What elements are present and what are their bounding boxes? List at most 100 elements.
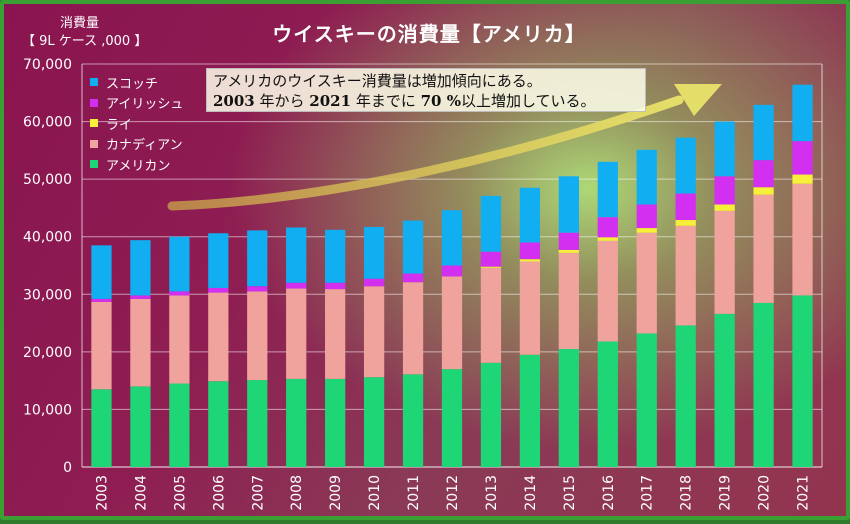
legend-item-rye: ライ <box>90 113 183 134</box>
bar-segment-rye <box>480 266 502 268</box>
bar-segment-american <box>208 381 229 467</box>
bar-segment-canadian <box>208 292 229 382</box>
y-tick-label: 30,000 <box>23 287 72 303</box>
bar-segment-irish <box>247 286 268 292</box>
bar-segment-canadian <box>753 194 774 303</box>
bar-segment-american <box>519 354 541 467</box>
bar-segment-scotch <box>286 227 307 283</box>
x-tick-label: 2006 <box>211 475 227 511</box>
legend-label: カナディアン <box>106 138 183 154</box>
bar-series <box>91 84 813 467</box>
bar-segment-rye <box>597 237 618 241</box>
x-tick-label: 2013 <box>484 475 500 511</box>
bar-segment-irish <box>286 282 307 289</box>
x-tick-label: 2017 <box>640 475 656 511</box>
bar-segment-canadian <box>480 267 502 363</box>
bar-segment-scotch <box>636 149 657 205</box>
bar-segment-rye <box>558 249 579 253</box>
bar-segment-canadian <box>325 289 346 379</box>
bar-segment-irish <box>675 193 696 221</box>
legend-item-canadian: カナディアン <box>90 134 183 155</box>
x-tick-label: 2021 <box>796 475 812 511</box>
x-tick-label: 2008 <box>289 475 305 511</box>
x-tick-label: 2004 <box>133 475 149 511</box>
bar-segment-irish <box>636 204 657 229</box>
bar-segment-irish <box>363 278 385 287</box>
x-tick-label: 2009 <box>328 475 344 511</box>
bar-segment-rye <box>519 259 541 262</box>
bar-segment-american <box>675 325 696 467</box>
bar-segment-irish <box>441 265 463 277</box>
bar-segment-irish <box>480 251 502 267</box>
bar-segment-irish <box>169 291 190 296</box>
bar-segment-irish <box>325 282 346 290</box>
legend-label: スコッチ <box>106 76 159 92</box>
bar-segment-scotch <box>208 233 229 288</box>
bar-segment-scotch <box>363 226 385 279</box>
bar-segment-canadian <box>519 261 541 355</box>
bar-segment-canadian <box>169 295 190 384</box>
x-tick-label: 2005 <box>172 475 188 511</box>
annotation-box: アメリカのウイスキー消費量は増加傾向にある。 2003 年から 2021 年まで… <box>206 68 646 112</box>
y-tick-label: 50,000 <box>23 172 72 188</box>
bar-segment-irish <box>130 295 151 299</box>
annotation-text-a: 年から <box>254 92 310 110</box>
annotation-start-year: 2003 <box>213 92 255 110</box>
x-tick-labels: 2003 2004 2005 2006 2007 2008 2009 2010 2011 2012… <box>94 475 811 511</box>
y-unit-label-bottom: 【 9L ケース ,000 】 <box>22 34 148 49</box>
bar-segment-american <box>558 348 579 467</box>
bar-segment-canadian <box>597 240 618 342</box>
bar-segment-scotch <box>480 195 502 252</box>
x-tick-label: 2010 <box>367 475 383 511</box>
bar-segment-rye <box>675 220 696 226</box>
bar-segment-american <box>130 386 151 467</box>
bar-segment-scotch <box>441 210 463 266</box>
x-tick-label: 2015 <box>562 475 578 511</box>
bar-segment-scotch <box>753 104 774 161</box>
bar-segment-scotch <box>558 176 579 233</box>
bar-segment-rye <box>792 174 813 184</box>
y-tick-label: 60,000 <box>23 115 72 131</box>
bar-segment-canadian <box>363 286 385 378</box>
x-tick-label: 2011 <box>406 475 422 511</box>
bar-segment-irish <box>91 298 112 302</box>
legend-label: ライ <box>106 117 133 133</box>
x-tick-label: 2018 <box>679 475 695 511</box>
bar-segment-american <box>325 378 346 467</box>
bar-segment-canadian <box>792 183 813 296</box>
x-tick-label: 2012 <box>445 475 461 511</box>
bar-segment-canadian <box>286 288 307 379</box>
legend-label: アメリカン <box>106 158 171 174</box>
annotation-end-year: 2021 <box>309 92 352 110</box>
bar-segment-american <box>753 302 774 467</box>
legend-swatch <box>90 139 98 148</box>
y-tick-label: 0 <box>63 460 72 476</box>
y-tick-label: 20,000 <box>23 345 72 361</box>
bar-segment-irish <box>558 232 579 250</box>
bar-segment-american <box>363 377 385 467</box>
bar-segment-scotch <box>169 236 190 292</box>
bar-segment-american <box>402 374 424 467</box>
bar-segment-scotch <box>792 84 813 142</box>
trend-arrow-shaft <box>167 95 684 211</box>
x-tick-label: 2016 <box>601 475 617 511</box>
chart-svg: 0 10,000 20,000 30,000 40,000 50,000 60,000 70,… <box>23 57 823 511</box>
bar-segment-irish <box>208 287 229 293</box>
bar-segment-scotch <box>91 245 112 299</box>
legend-item-irish: アイリッシュ <box>90 93 183 114</box>
legend-item-american: アメリカン <box>90 154 183 175</box>
annotation-line-1: アメリカのウイスキー消費量は増加傾向にある。 <box>213 72 542 90</box>
bar-segment-american <box>480 362 502 467</box>
bar-segment-american <box>792 295 813 467</box>
chart-title: ウイスキーの消費量【アメリカ】 <box>272 22 586 46</box>
bar-segment-scotch <box>714 121 735 177</box>
legend-swatch <box>90 98 98 107</box>
bar-segment-irish <box>402 273 424 283</box>
bar-segment-canadian <box>130 298 151 387</box>
bar-segment-american <box>91 389 112 467</box>
bar-segment-canadian <box>247 291 268 381</box>
y-unit-label-top: 消費量 <box>60 16 100 31</box>
bar-segment-scotch <box>130 240 151 296</box>
bar-segment-american <box>441 369 463 467</box>
bar-segment-american <box>714 313 735 467</box>
